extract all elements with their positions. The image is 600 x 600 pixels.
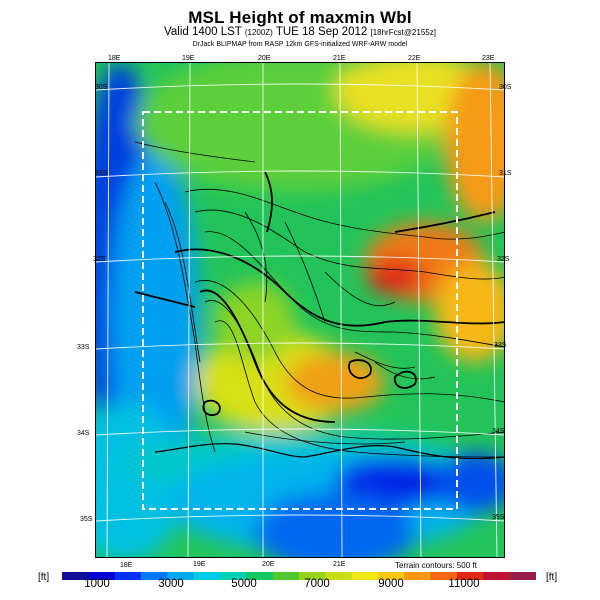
colorbar-tick-label: 7000 [304,578,330,590]
lat-label-right: 33S [494,342,507,349]
colorbar-swatch [457,572,484,580]
colorbar-swatch [509,572,536,580]
lon-label-top: 20E [258,55,271,62]
colorbar-swatch [167,572,195,580]
coastline [154,443,505,460]
forecast-info: [18hrFcst@2155z] [370,28,436,37]
colorbar [62,572,536,580]
lon-label-bottom: 18E [120,562,133,569]
colorbar-tick-label: 11000 [448,578,480,590]
terrain-contour-note: Terrain contours: 500 ft [395,561,477,570]
colorbar-swatch [483,572,511,580]
lat-label-left: 31S [95,170,108,177]
map-panel [95,62,505,558]
colorbar-swatch [114,572,142,580]
colorbar-swatch [430,572,458,580]
lat-label-left: 30S [95,84,108,91]
lon-label-top: 19E [182,55,195,62]
lon-label-top: 18E [108,55,121,62]
colorbar-tick-label: 5000 [231,578,257,590]
lon-label-bottom: 20E [262,561,275,568]
lat-label-right: 35S [492,514,505,521]
colorbar-tick-label: 3000 [158,578,184,590]
map-title: MSL Height of maxmin Wbl [188,8,412,27]
terrain-contours [134,141,505,458]
colorbar-swatch [378,572,405,580]
lat-label-right: 30S [499,84,512,91]
lat-label-right: 34S [492,428,505,435]
graticule [95,62,505,558]
colorbar-tick-label: 1000 [84,578,110,590]
lon-label-bottom: 19E [193,561,206,568]
lat-label-right: 32S [497,256,510,263]
lon-label-bottom: 21E [333,561,346,568]
colorbar-unit-left: [ft] [38,572,50,583]
valid-date: TUE 18 Sep 2012 [275,26,368,38]
lat-label-left: 35S [80,516,93,523]
inner-domain-box [142,111,458,510]
map-frame [95,62,505,558]
lon-label-top: 23E [482,55,495,62]
colorbar-swatch [220,572,247,580]
colorbar-swatch [141,572,168,580]
lat-label-right: 31S [499,170,512,177]
colorbar-swatch [299,572,326,580]
colorbar-swatch [325,572,353,580]
lat-label-left: 32S [93,256,106,263]
colorbar-swatch [88,572,116,580]
colorbar-swatch [193,572,221,580]
colorbar-swatch [246,572,274,580]
colorbar-swatch [272,572,300,580]
valid-utc: (1200Z) [244,28,273,37]
model-credit: DrJack BLIPMAP from RASP 12km GFS-initia… [192,41,408,48]
lon-label-top: 21E [333,55,346,62]
valid-main: Valid 1400 LST [164,26,242,38]
lat-label-left: 34S [77,430,90,437]
lat-label-left: 33S [77,344,90,351]
colorbar-swatch [404,572,432,580]
colorbar-unit-right: [ft] [546,572,558,583]
lon-label-top: 22E [408,55,421,62]
valid-time: Valid 1400 LST (1200Z) TUE 18 Sep 2012 [… [0,26,600,38]
colorbar-swatch [351,572,379,580]
colorbar-swatch [62,572,89,580]
colorbar-tick-label: 9000 [378,578,404,590]
